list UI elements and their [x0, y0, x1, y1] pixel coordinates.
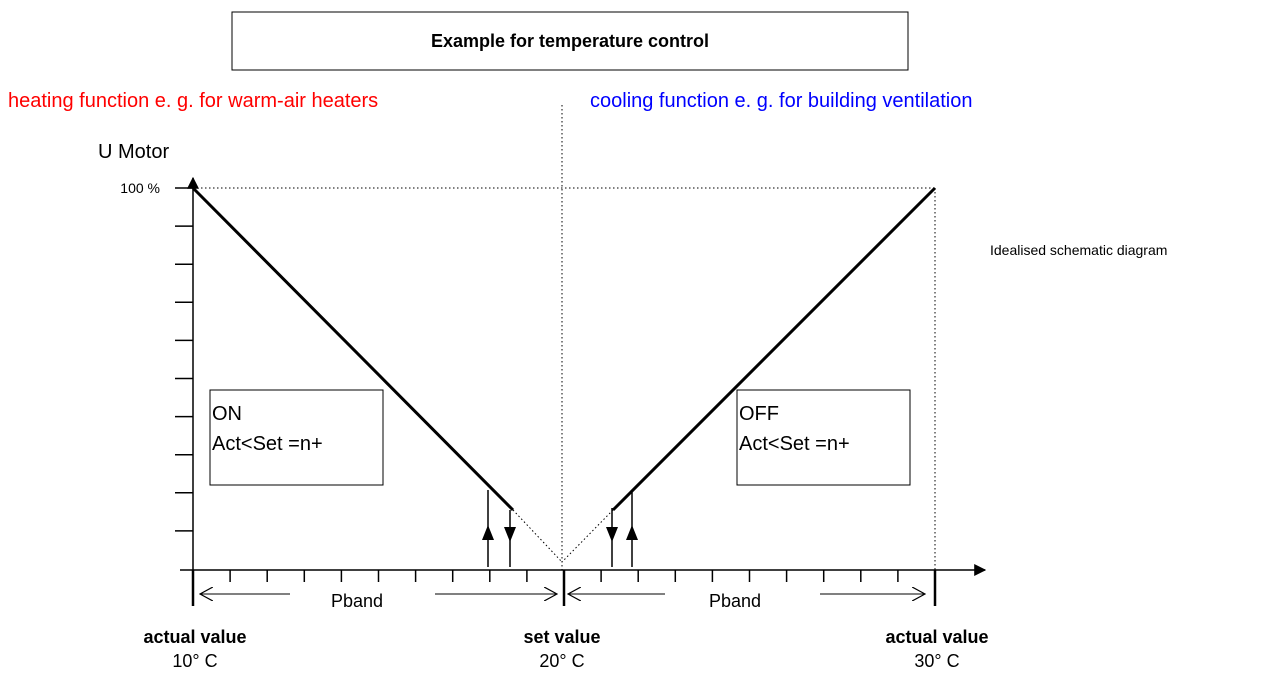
- heating-label: heating function e. g. for warm-air heat…: [8, 90, 378, 112]
- pband-label: Pband: [331, 591, 383, 611]
- title-box: [231, 11, 909, 71]
- box-text: ON: [212, 403, 242, 425]
- box-text: OFF: [739, 403, 779, 425]
- y-axis-label: U Motor: [98, 141, 169, 163]
- left-box: [209, 389, 384, 486]
- bottom-value: 10° C: [172, 651, 217, 671]
- y-max-label: 100 %: [120, 180, 160, 196]
- cooling-label: cooling function e. g. for building vent…: [590, 90, 972, 112]
- left-extension: [512, 509, 563, 563]
- right-box: [736, 389, 911, 486]
- down-arrow: [504, 527, 516, 542]
- bottom-label: set value: [523, 627, 600, 647]
- bottom-value: 20° C: [539, 651, 584, 671]
- box-text: Act<Set =n+: [212, 433, 323, 455]
- title: Example for temperature control: [431, 31, 709, 51]
- down-arrow: [606, 527, 618, 542]
- bottom-value: 30° C: [914, 651, 959, 671]
- cooling-line: [611, 186, 937, 512]
- right-extension: [561, 509, 614, 563]
- box-text: Act<Set =n+: [739, 433, 850, 455]
- x-ticks: [191, 570, 937, 606]
- up-arrow: [626, 525, 638, 540]
- heating-line: [191, 186, 515, 512]
- bottom-label: actual value: [885, 627, 988, 647]
- bottom-label: actual value: [143, 627, 246, 647]
- pband-label: Pband: [709, 591, 761, 611]
- note: Idealised schematic diagram: [990, 242, 1167, 258]
- up-arrow: [482, 525, 494, 540]
- y-ticks: [175, 187, 193, 532]
